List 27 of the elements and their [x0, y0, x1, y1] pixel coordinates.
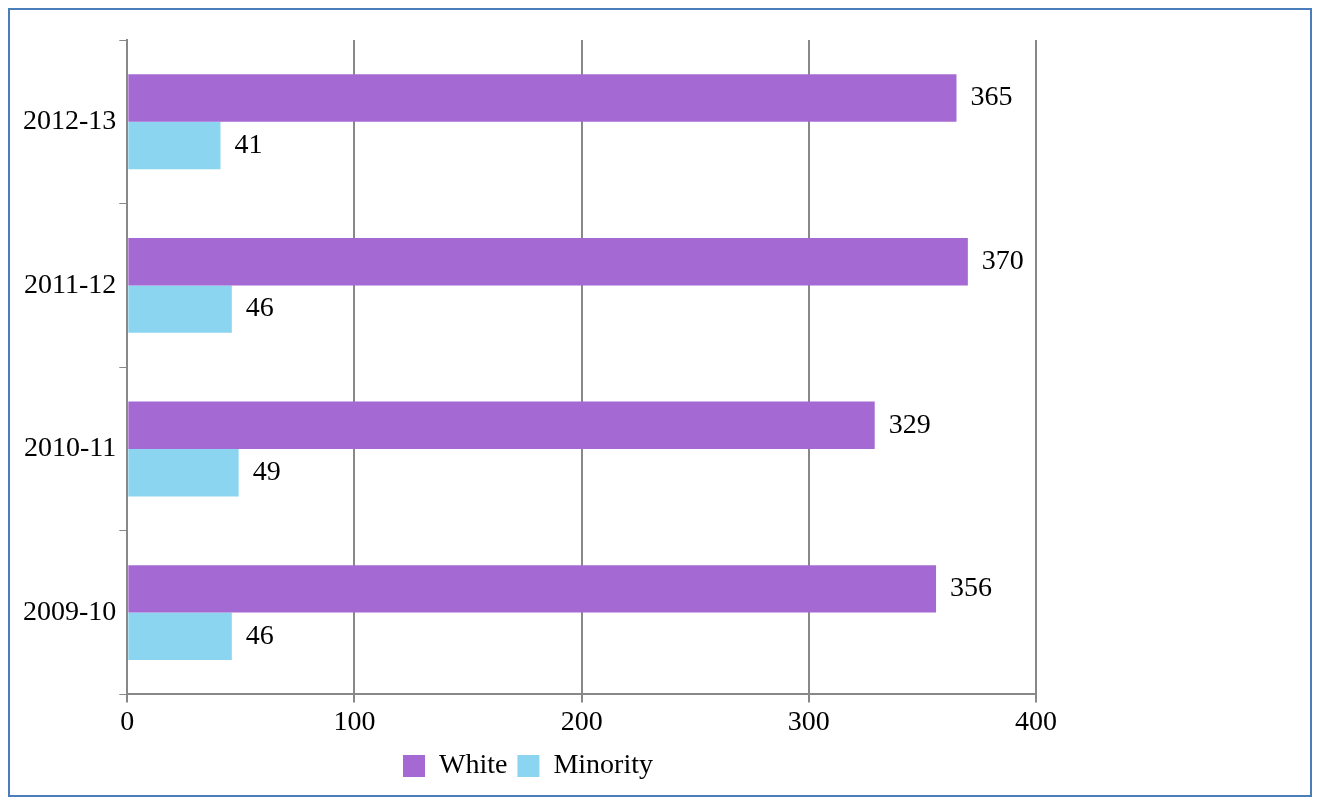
y-tick-label: 2011-12	[24, 267, 117, 299]
bar	[128, 401, 875, 449]
data-label: 365	[970, 80, 1013, 112]
bar	[128, 74, 957, 122]
data-label: 41	[234, 127, 263, 159]
bar	[128, 285, 232, 333]
x-tick-label: 200	[560, 704, 603, 736]
data-label: 46	[245, 618, 274, 650]
x-tick-label: 300	[787, 704, 830, 736]
y-tick-label: 2010-11	[24, 431, 117, 463]
y-tick-label: 2009-10	[23, 594, 117, 626]
data-label: 329	[888, 407, 931, 439]
bar	[128, 612, 232, 661]
data-label: 49	[252, 455, 281, 487]
x-tick-label: 0	[120, 704, 135, 736]
data-label: 46	[245, 291, 274, 323]
x-tick-label: 100	[333, 704, 376, 736]
data-label: 370	[981, 244, 1024, 276]
bar	[128, 565, 937, 613]
legend-label: White	[439, 748, 508, 780]
bar	[128, 449, 239, 497]
bar	[128, 121, 221, 170]
bar	[128, 237, 968, 286]
x-tick-label: 400	[1015, 704, 1057, 736]
y-tick-label: 2012-13	[23, 104, 117, 136]
data-label: 356	[950, 571, 993, 603]
legend-label: Minority	[553, 748, 653, 780]
